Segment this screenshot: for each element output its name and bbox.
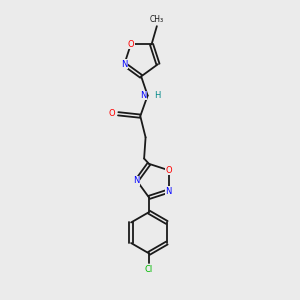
Text: N: N	[134, 176, 140, 185]
Text: N: N	[121, 60, 127, 69]
Text: H: H	[154, 91, 160, 100]
Text: O: O	[128, 40, 134, 49]
Text: O: O	[108, 109, 115, 118]
Text: O: O	[165, 166, 172, 175]
Text: CH₃: CH₃	[150, 15, 164, 24]
Text: N: N	[140, 91, 146, 100]
Text: Cl: Cl	[145, 265, 153, 274]
Text: N: N	[166, 187, 172, 196]
